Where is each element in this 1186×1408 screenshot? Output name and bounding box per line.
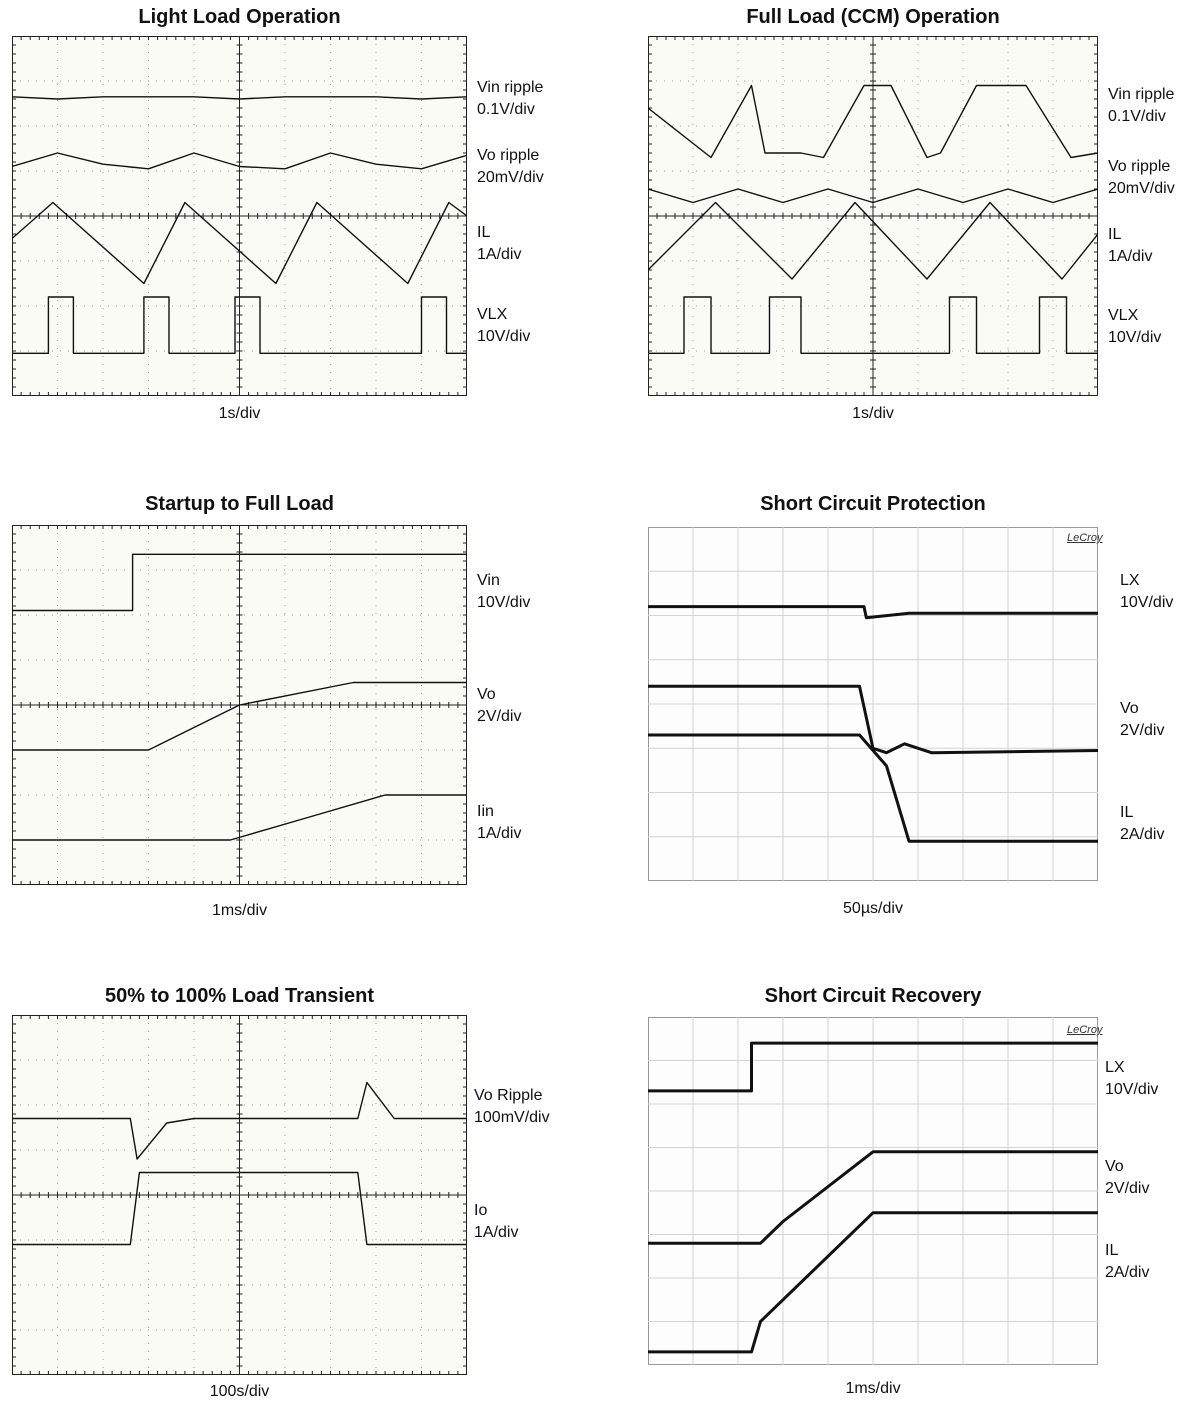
trace-label: IL 2A/div [1120, 804, 1165, 843]
trace-label: Iin 1A/div [477, 803, 522, 842]
trace-label: Vo Ripple 100mV/div [474, 1087, 550, 1126]
trace-lx [648, 1041, 1098, 1093]
trace-vin [12, 553, 467, 612]
time-scale-label: 100s/div [209, 1383, 270, 1400]
trace-vo [648, 1150, 1098, 1245]
trace-label: Vin 10V/div [477, 572, 531, 611]
time-scale-label: 1ms/div [845, 1380, 901, 1397]
time-scale-label: 1s/div [218, 405, 261, 422]
time-scale-label: 1ms/div [211, 902, 268, 919]
scope-svg [12, 36, 467, 396]
trace-vo [648, 684, 1098, 755]
chart-title: Short Circuit Protection [760, 493, 986, 515]
time-scale-label: 50µs/div [843, 900, 903, 917]
trace-label: IL 2A/div [1105, 1242, 1150, 1281]
trace-label: Vo 2V/div [1105, 1158, 1150, 1197]
trace-label: Vo ripple 20mV/div [1108, 158, 1175, 197]
time-scale-label: 1s/div [852, 405, 894, 422]
trace-il [648, 1211, 1098, 1354]
trace-vo-ripple [12, 1081, 467, 1160]
trace-vlx [648, 296, 1098, 354]
chart-title: Startup to Full Load [145, 493, 334, 515]
chart-title: Full Load (CCM) Operation [746, 6, 1000, 28]
scope-display [648, 1017, 1098, 1365]
scope-display [648, 527, 1098, 881]
trace-label: LX 10V/div [1105, 1059, 1159, 1098]
trace-label: IL 1A/div [477, 224, 522, 263]
trace-label: Vo 2V/div [1120, 700, 1165, 739]
lecroy-logo: LeCroy [1067, 532, 1103, 544]
trace-vlx [12, 296, 467, 354]
scope-svg [648, 527, 1098, 881]
scope-svg [12, 525, 467, 885]
trace-vin-ripple [648, 84, 1098, 159]
trace-label: VLX 10V/div [477, 306, 531, 345]
scope-display [12, 36, 467, 396]
scope-svg [648, 36, 1098, 396]
trace-vo-ripple [12, 152, 467, 170]
scope-display [12, 1015, 467, 1375]
trace-io [12, 1171, 467, 1246]
chart-title: Light Load Operation [138, 6, 341, 28]
lecroy-logo: LeCroy [1067, 1024, 1103, 1036]
trace-il [648, 733, 1098, 843]
scope-svg [648, 1017, 1098, 1365]
trace-label: LX 10V/div [1120, 572, 1174, 611]
scope-display [648, 36, 1098, 396]
trace-label: IL 1A/div [1108, 226, 1153, 265]
trace-label: Vo 2V/div [477, 686, 522, 725]
chart-title: 50% to 100% Load Transient [105, 985, 374, 1007]
scope-svg [12, 1015, 467, 1375]
trace-label: Io 1A/div [474, 1202, 519, 1241]
trace-label: Vin ripple 0.1V/div [1108, 86, 1175, 125]
chart-title: Short Circuit Recovery [764, 985, 982, 1007]
trace-label: Vin ripple 0.1V/div [477, 79, 544, 118]
trace-iin [12, 794, 467, 841]
trace-vo [12, 681, 467, 751]
trace-il [648, 201, 1098, 280]
trace-il [12, 201, 467, 285]
trace-label: Vo ripple 20mV/div [477, 147, 544, 186]
scope-display [12, 525, 467, 885]
trace-vin-ripple [12, 96, 467, 100]
trace-lx [648, 605, 1098, 620]
trace-vo-ripple [648, 188, 1098, 204]
trace-label: VLX 10V/div [1108, 307, 1162, 346]
